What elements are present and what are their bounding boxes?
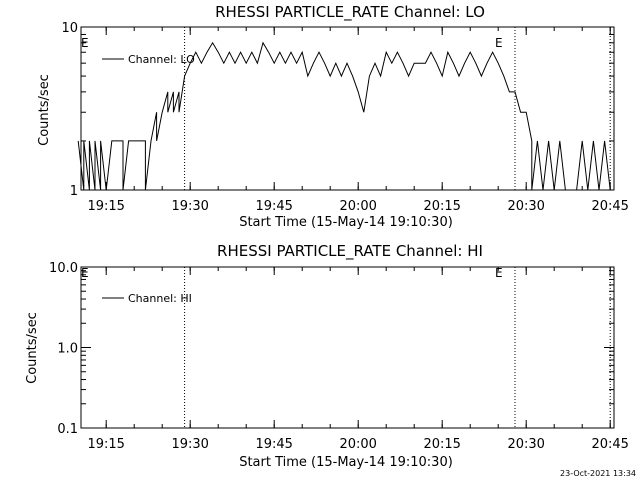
x-tick-label: 20:15 <box>423 437 460 452</box>
event-marker-e-1-lo: E <box>81 36 89 50</box>
x-axis-label-lo: Start Time (15-May-14 19:10:30) <box>239 215 453 230</box>
event-lines-hi <box>184 267 611 428</box>
legend-entry-lo: Channel: LO <box>128 53 195 66</box>
ticks-lo: 19:15 19:30 19:45 20:00 20:15 20:30 20:45 1 10 <box>61 21 628 214</box>
y-tick-label: 0.1 <box>57 422 78 437</box>
series-line-channel-lo <box>77 41 611 191</box>
x-tick-label: 20:30 <box>507 199 544 214</box>
y-tick-label: 1.0 <box>57 342 78 357</box>
y-axis-label-lo: Counts/sec <box>37 74 52 146</box>
x-tick-label: 20:15 <box>423 199 460 214</box>
plot-frame-lo <box>80 26 615 191</box>
chart-title-lo: RHESSI PARTICLE_RATE Channel: LO <box>215 3 485 22</box>
x-tick-label: 19:45 <box>255 437 292 452</box>
x-tick-label: 20:00 <box>339 437 376 452</box>
x-axis-label-hi: Start Time (15-May-14 19:10:30) <box>239 455 453 470</box>
x-tick-label: 19:15 <box>87 437 124 452</box>
legend-entry-hi: Channel: HI <box>128 292 192 305</box>
panel-lo: RHESSI PARTICLE_RATE Channel: LO 19:15 19… <box>37 3 629 230</box>
event-marker-e-2-lo: E <box>495 36 503 50</box>
y-axis-label-hi: Counts/sec <box>25 312 40 384</box>
event-marker-e-2-hi: E <box>495 266 503 280</box>
y-tick-label: 10 <box>61 21 78 36</box>
x-tick-label: 19:30 <box>171 199 208 214</box>
x-tick-label: 20:45 <box>591 437 628 452</box>
footer-timestamp: 23-Oct-2021 13:34 <box>560 469 636 478</box>
x-tick-label: 20:30 <box>507 437 544 452</box>
ticks-hi: 19:15 19:30 19:45 20:00 20:15 20:30 20:45 0.1 1.… <box>49 261 629 452</box>
x-tick-label: 20:45 <box>591 199 628 214</box>
chart-title-hi: RHESSI PARTICLE_RATE Channel: HI <box>217 242 483 261</box>
x-tick-label: 19:45 <box>255 199 292 214</box>
x-tick-label: 19:15 <box>87 199 124 214</box>
x-tick-label: 19:30 <box>171 437 208 452</box>
event-lines-lo <box>184 27 611 190</box>
y-tick-label: 1 <box>70 184 78 199</box>
y-tick-label: 10.0 <box>49 261 78 276</box>
panel-hi: RHESSI PARTICLE_RATE Channel: HI 19:15 19… <box>25 242 629 470</box>
event-marker-e-1-hi: E <box>81 266 89 280</box>
x-tick-label: 20:00 <box>339 199 376 214</box>
